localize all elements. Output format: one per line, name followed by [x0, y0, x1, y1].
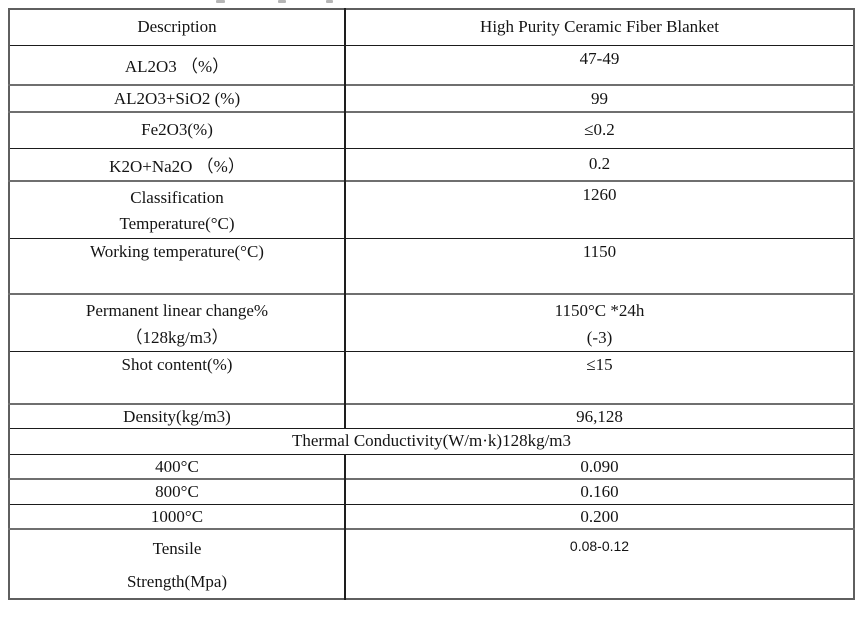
row-fe2o3: Fe2O3(%) ≤0.2 [9, 111, 854, 148]
spec-label: Working temperature(°C) [9, 237, 346, 295]
spec-value: 1150°C *24h (-3) [345, 293, 854, 352]
row-800c: 800°C 0.160 [9, 478, 854, 505]
row-k2o-na2o: K2O+Na2O （%） 0.2 [9, 147, 854, 181]
header-product-name: High Purity Ceramic Fiber Blanket [480, 17, 719, 37]
spec-value: 0.200 [345, 503, 854, 530]
spec-value: 47-49 [345, 44, 854, 85]
spec-label: K2O+Na2O （%） [9, 147, 346, 181]
row-al2o3: AL2O3 （%） 47-49 [9, 44, 854, 85]
spec-label: AL2O3+SiO2 (%) [9, 84, 346, 112]
thermal-conductivity-title: Thermal Conductivity(W/m·k)128kg/m3 [9, 427, 854, 455]
row-working-temperature: Working temperature(°C) 1150 [9, 237, 854, 295]
spec-table: Description High Purity Ceramic Fiber Bl… [8, 8, 855, 601]
spec-label: Fe2O3(%) [9, 111, 346, 148]
spec-label: Shot content(%) [9, 350, 346, 405]
cropped-text-remnant [326, 0, 333, 3]
row-classification-temperature: Classification Temperature(°C) 1260 [9, 179, 854, 239]
spec-value: 0.2 [345, 147, 854, 181]
spec-label: Tensile Strength(Mpa) [9, 528, 346, 600]
spec-value: 0.160 [345, 478, 854, 505]
row-description-header: Description High Purity Ceramic Fiber Bl… [9, 9, 854, 45]
row-shot-content: Shot content(%) ≤15 [9, 350, 854, 405]
row-permanent-linear-change: Permanent linear change% （128kg/m3） 1150… [9, 293, 854, 352]
spec-label: 1000°C [9, 503, 346, 530]
cropped-text-remnant [278, 0, 286, 3]
spec-value: 1150 [345, 237, 854, 295]
row-400c: 400°C 0.090 [9, 453, 854, 480]
spec-label: 400°C [9, 453, 346, 480]
spec-value: 96,128 [345, 403, 854, 429]
spec-value: ≤0.2 [345, 111, 854, 148]
header-description: Description [9, 9, 346, 45]
cropped-text-remnant [216, 0, 225, 3]
row-al2o3-sio2: AL2O3+SiO2 (%) 99 [9, 84, 854, 112]
spec-value: 1260 [345, 179, 854, 239]
row-tensile-strength: Tensile Strength(Mpa) 0.08-0.12 [9, 528, 854, 600]
spec-value: 0.08-0.12 [345, 528, 854, 600]
spec-label: Density(kg/m3) [9, 403, 346, 429]
row-thermal-conductivity-header: Thermal Conductivity(W/m·k)128kg/m3 [9, 427, 854, 455]
spec-label: Permanent linear change% （128kg/m3） [9, 293, 346, 352]
row-density: Density(kg/m3) 96,128 [9, 403, 854, 429]
spec-value: 0.090 [345, 453, 854, 480]
spec-value: ≤15 [345, 350, 854, 405]
spec-value: 99 [345, 84, 854, 112]
spec-label: Classification Temperature(°C) [9, 179, 346, 239]
row-1000c: 1000°C 0.200 [9, 503, 854, 530]
spec-label: 800°C [9, 478, 346, 505]
spec-label: AL2O3 （%） [9, 44, 346, 85]
